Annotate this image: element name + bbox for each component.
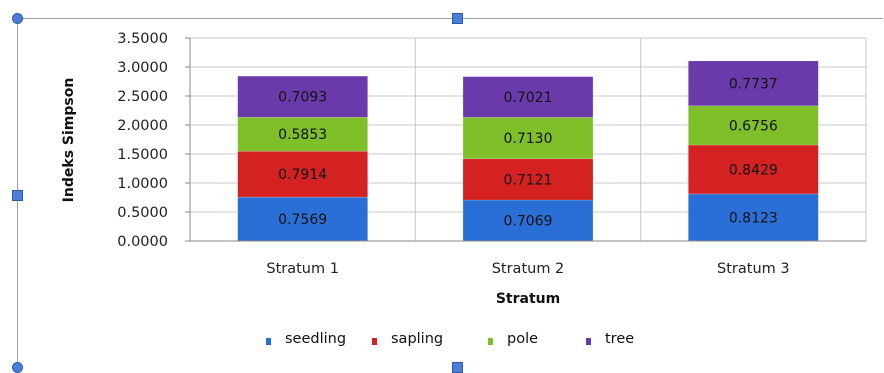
x-tick-label: Stratum 3 — [717, 261, 790, 277]
bar-pole — [462, 117, 594, 159]
legend-label-seedling: seedling — [285, 331, 346, 347]
legend: seedling sapling pole tree — [266, 331, 634, 347]
y-tick-label: 3.5000 — [117, 31, 168, 47]
data-label-sapling: 0.8429 — [729, 162, 778, 178]
bar-sapling — [237, 150, 368, 198]
y-axis-title: Indeks Simpson — [61, 78, 77, 203]
axes: 0.0000 0.5000 1.0000 1.5000 2.0000 2.5000 3.00… — [117, 31, 866, 277]
resize-handle-middle-left[interactable] — [12, 190, 23, 201]
data-label-sapling: 0.7914 — [278, 167, 327, 183]
data-label-tree: 0.7093 — [278, 90, 327, 106]
legend-swatch-pole — [488, 338, 493, 345]
y-tick-label: 2.0000 — [117, 118, 168, 134]
data-label-tree: 0.7737 — [729, 76, 778, 92]
bar-seedling — [462, 199, 594, 242]
legend-swatch-sapling — [372, 338, 377, 345]
data-labels: 0.7569 0.7914 0.5853 0.7093 0.7069 0.7121 0.71… — [278, 76, 778, 229]
resize-handle-top-left[interactable] — [12, 13, 23, 24]
y-tick-label: 0.0000 — [117, 234, 168, 250]
bar-pole — [237, 117, 368, 152]
y-tick-label: 2.5000 — [117, 89, 168, 105]
bar-seedling — [688, 193, 819, 242]
data-label-pole: 0.6756 — [729, 118, 778, 134]
legend-label-sapling: sapling — [391, 331, 443, 347]
data-label-pole: 0.7130 — [504, 131, 553, 147]
bar-sapling — [688, 144, 819, 195]
resize-handle-bottom-center[interactable] — [452, 362, 463, 373]
data-label-seedling: 0.8123 — [729, 210, 778, 226]
bar-seedling — [237, 196, 368, 242]
x-tick-label: Stratum 2 — [492, 261, 565, 277]
y-tick-label: 0.5000 — [117, 205, 168, 221]
bar-tree — [688, 60, 819, 107]
data-label-sapling: 0.7121 — [504, 172, 553, 188]
y-tick-label: 3.0000 — [117, 60, 168, 76]
legend-label-tree: tree — [605, 331, 634, 347]
bar-tree — [237, 75, 368, 118]
bars — [237, 60, 819, 242]
legend-swatch-seedling — [266, 338, 271, 345]
resize-handle-bottom-left[interactable] — [12, 362, 23, 373]
bar-tree — [462, 76, 594, 118]
data-label-pole: 0.5853 — [278, 127, 327, 143]
data-label-seedling: 0.7569 — [278, 212, 327, 228]
bar-pole — [688, 105, 819, 146]
resize-handle-top-center[interactable] — [452, 13, 463, 24]
x-tick-label: Stratum 1 — [266, 261, 339, 277]
data-label-tree: 0.7021 — [504, 90, 553, 106]
y-tick-label: 1.5000 — [117, 147, 168, 163]
legend-label-pole: pole — [507, 331, 538, 347]
bar-sapling — [462, 158, 594, 201]
legend-swatch-tree — [586, 338, 591, 345]
data-label-seedling: 0.7069 — [504, 213, 553, 229]
x-axis-title: Stratum — [496, 291, 560, 307]
y-tick-label: 1.0000 — [117, 176, 168, 192]
